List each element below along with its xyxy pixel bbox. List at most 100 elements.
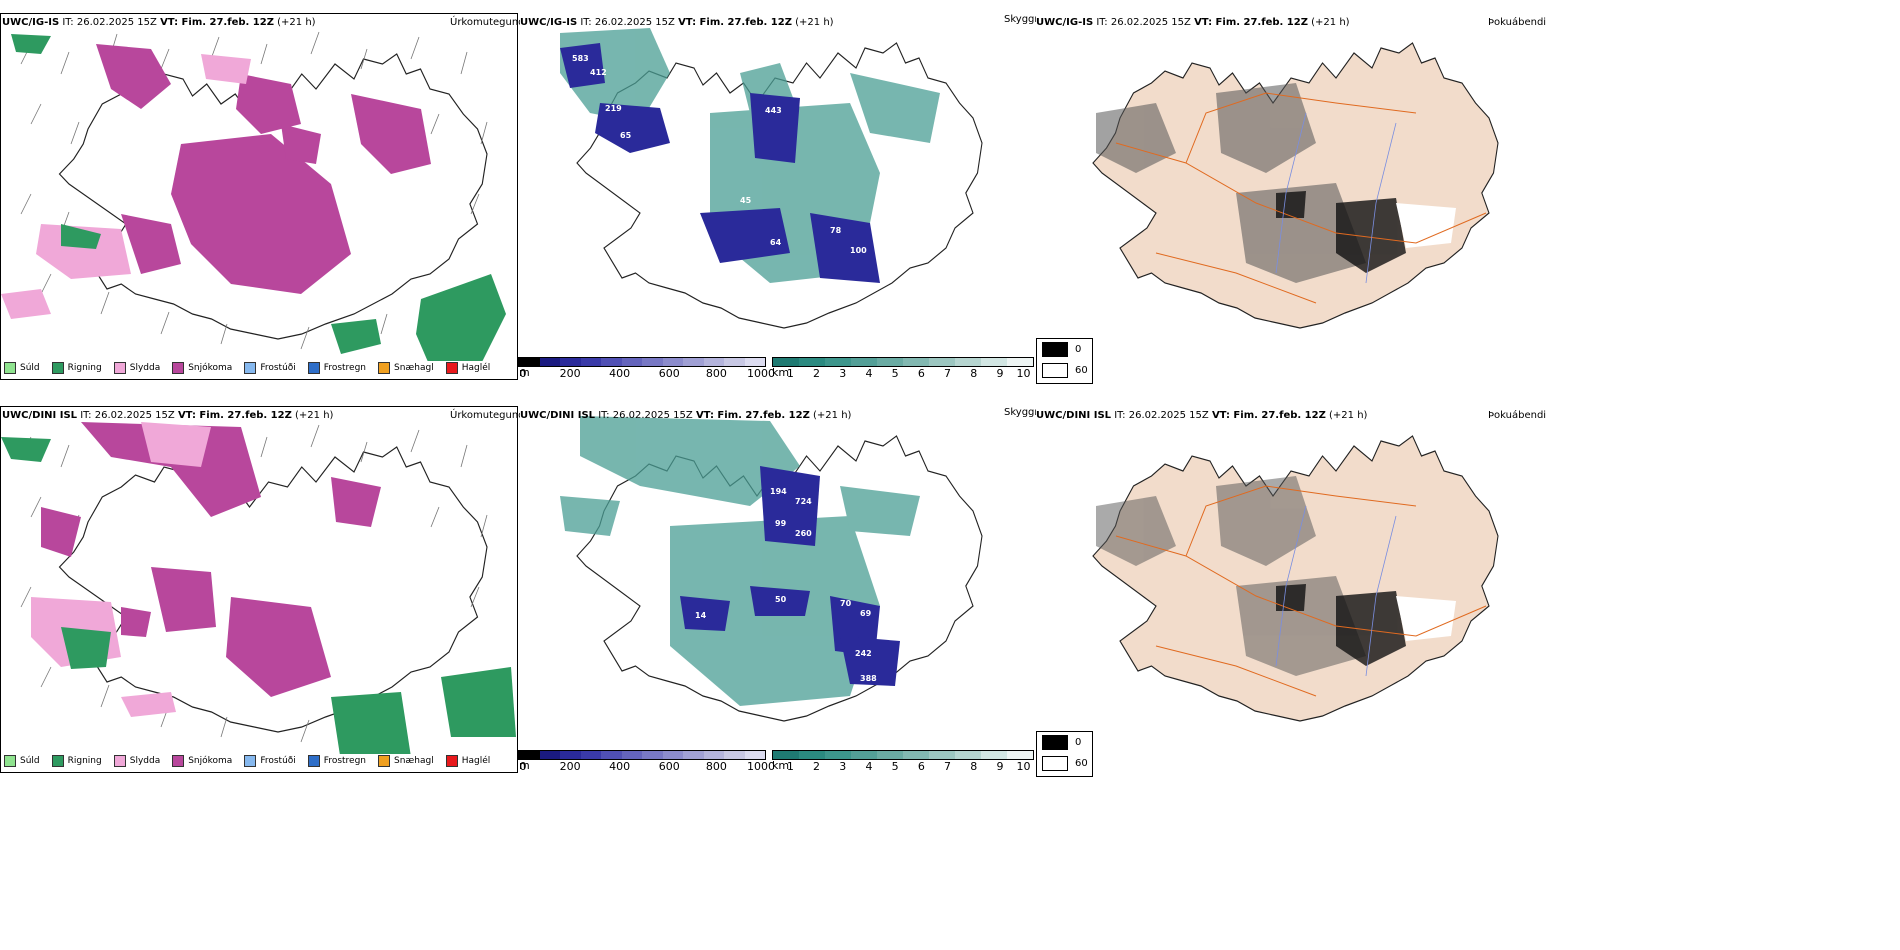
fog-map-top (1092, 42, 1499, 329)
legend-item: Rigning (51, 362, 102, 374)
panel-title-precip-top: UWC/IG-IS IT: 26.02.2025 15Z VT: Fim. 27… (2, 17, 316, 28)
roads-bottom (1115, 485, 1487, 697)
colorbar-cell (560, 751, 581, 759)
panel-title-fog-bottom: UWC/DINI ISL IT: 26.02.2025 15Z VT: Fim.… (1036, 410, 1368, 421)
colorbar-cell (621, 751, 642, 759)
colorbar-cell (929, 751, 955, 759)
colorbar-cell (981, 751, 1007, 759)
colorbar-cell (851, 358, 877, 366)
legend-item: Frostúði (244, 755, 296, 767)
colorbar-cell (903, 751, 929, 759)
fog-panel-bottom (1036, 406, 1551, 741)
panel-title-cloud-bottom: UWC/DINI ISL IT: 26.02.2025 15Z VT: Fim.… (520, 410, 852, 421)
legend-item: Haglél (445, 755, 490, 767)
visibility-ticks-bottom: 1 2 3 4 5 6 7 8 9 10 (786, 760, 1031, 773)
colorbar-cell (1007, 751, 1033, 759)
legend-item: Súld (4, 362, 40, 374)
colorbar-cell (851, 751, 877, 759)
colorbar-cell (825, 358, 851, 366)
colorbar-cell (662, 751, 683, 759)
colorbar-cell (519, 751, 540, 759)
visibility-colorbar-bottom: 1 2 3 4 5 6 7 8 9 10 (772, 750, 1034, 773)
colorbar-cell (539, 751, 560, 759)
colorbar-cell (560, 358, 581, 366)
snow-areas-bottom (41, 422, 381, 697)
colorbar-cell (724, 358, 745, 366)
colorbar-cell (877, 358, 903, 366)
rivers-bottom (1275, 505, 1397, 677)
panel-title-cloud-top: UWC/IG-IS IT: 26.02.2025 15Z VT: Fim. 27… (520, 17, 834, 28)
colorbar-cell (955, 358, 981, 366)
svg-text:100: 100 (850, 246, 867, 255)
colorbar-cell (580, 751, 601, 759)
rain-areas-top (11, 34, 506, 369)
legend-item: Snæhagl (378, 362, 434, 374)
panel-label-cloud-bottom: Skyggni (1004, 407, 1044, 418)
fog-map-bottom (1092, 435, 1499, 722)
legend-item: Snæhagl (378, 755, 434, 767)
visibility-unit-top: km (772, 366, 790, 379)
colorbar-cell (877, 751, 903, 759)
sleet-areas-top (1, 54, 251, 319)
panel-label-fog-top: Þokuábendi (1488, 17, 1547, 28)
colorbar-cell (724, 751, 745, 759)
precip-type-panel-bottom: Súld Rigning Slydda Snjókoma Frostúði Fr… (0, 406, 518, 773)
fog-panel-top (1036, 13, 1551, 348)
svg-text:14: 14 (695, 611, 707, 620)
svg-text:69: 69 (860, 609, 872, 618)
cloudbase-ticks-bottom: 0 200 400 600 800 1000 (519, 760, 776, 773)
precip-type-map-top (1, 31, 506, 369)
svg-text:70: 70 (840, 599, 852, 608)
fog-legend-item: 60 (1037, 360, 1092, 381)
colorbar-cell (683, 751, 704, 759)
colorbar-cell (601, 358, 622, 366)
colorbar-cell (744, 751, 765, 759)
precip-legend-top: Súld Rigning Slydda Snjókoma Frostúði Fr… (4, 361, 503, 375)
visibility-colorbar-top: 1 2 3 4 5 6 7 8 9 10 (772, 357, 1034, 380)
colorbar-cell (981, 358, 1007, 366)
svg-text:219: 219 (605, 104, 622, 113)
colorbar-cell (683, 358, 704, 366)
legend-item: Slydda (113, 755, 160, 767)
colorbar-cell (799, 751, 825, 759)
fog-legend-item: 60 (1037, 753, 1092, 774)
svg-text:242: 242 (855, 649, 872, 658)
legend-item: Snjókoma (172, 362, 232, 374)
cloudbase-values-top: 583 412 219 65 443 45 64 78 100 386 (572, 54, 867, 280)
colorbar-cell (773, 358, 799, 366)
colorbar-cell (744, 358, 765, 366)
legend-item: Rigning (51, 755, 102, 767)
colorbar-cell (621, 358, 642, 366)
cloud-map-bottom: 194 724 99 260 50 70 69 14 242 388 (560, 416, 983, 722)
colorbar-cell (662, 358, 683, 366)
colorbar-cell (580, 358, 601, 366)
legend-item: Frostregn (307, 755, 366, 767)
rivers-top (1275, 112, 1397, 284)
svg-text:583: 583 (572, 54, 589, 63)
svg-text:260: 260 (795, 529, 812, 538)
cloudbase-areas-top (560, 43, 880, 283)
colorbar-cell (825, 751, 851, 759)
colorbar-cell (642, 358, 663, 366)
svg-text:386: 386 (730, 271, 747, 280)
fog-legend-item: 0 (1037, 732, 1092, 753)
colorbar-cell (703, 358, 724, 366)
fog-clear-top (1396, 203, 1456, 248)
colorbar-cell (703, 751, 724, 759)
svg-text:50: 50 (775, 595, 787, 604)
legend-item: Haglél (445, 362, 490, 374)
cloud-map-top: 583 412 219 65 443 45 64 78 100 386 (560, 28, 983, 329)
colorbar-cell (519, 358, 540, 366)
cloudbase-unit-top: m (519, 366, 530, 379)
colorbar-cell (773, 751, 799, 759)
colorbar-cell (903, 358, 929, 366)
precip-type-panel-top: Súld Rigning Slydda Snjókoma Frostúði Fr… (0, 13, 518, 380)
precip-legend-bottom: Súld Rigning Slydda Snjókoma Frostúði Fr… (4, 754, 503, 768)
colorbar-cell (539, 358, 560, 366)
roads-top (1115, 92, 1487, 304)
colorbar-cell (799, 358, 825, 366)
rain-areas-bottom (1, 437, 516, 762)
wind-barbs-top (20, 31, 488, 350)
legend-item: Snjókoma (172, 755, 232, 767)
svg-text:45: 45 (740, 196, 752, 205)
